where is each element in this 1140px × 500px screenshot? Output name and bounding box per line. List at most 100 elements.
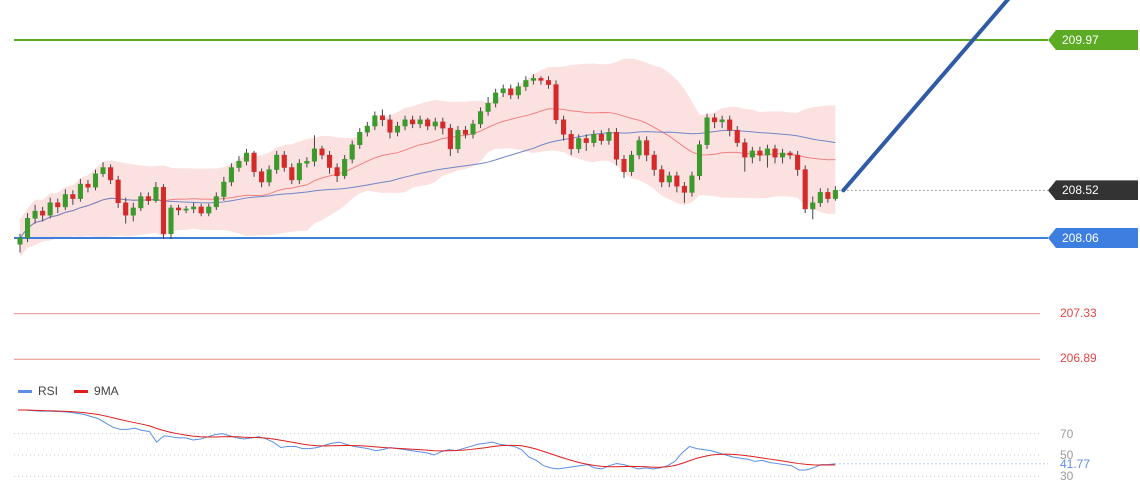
candle-body <box>757 150 763 156</box>
candle <box>274 150 280 174</box>
candle-body <box>583 138 589 143</box>
candle <box>402 115 408 131</box>
candle <box>644 136 650 162</box>
candle <box>425 117 431 131</box>
candle-body <box>651 154 657 170</box>
candle <box>485 97 491 116</box>
candle <box>342 155 348 179</box>
candle <box>92 169 99 191</box>
candle <box>251 150 257 177</box>
candle <box>545 76 552 89</box>
candle-body <box>764 148 771 156</box>
candle <box>712 113 718 129</box>
candle <box>764 144 771 168</box>
candle-body <box>545 80 552 85</box>
candle-body <box>417 119 423 125</box>
candle-body <box>530 78 536 81</box>
candle <box>289 163 295 185</box>
candle <box>100 162 106 177</box>
candle <box>115 175 121 208</box>
candle-body <box>274 154 280 170</box>
candle <box>311 135 317 167</box>
candle-body <box>712 117 718 123</box>
candle-body <box>681 185 687 193</box>
candle <box>825 188 831 203</box>
candle <box>138 192 144 212</box>
rsi-line <box>18 409 836 471</box>
candle-body <box>289 167 295 181</box>
candle <box>213 192 219 211</box>
candle-body <box>629 154 635 172</box>
candle-body <box>266 169 272 183</box>
candle-body <box>553 84 559 121</box>
candle <box>734 126 740 147</box>
candle <box>561 115 567 141</box>
candle <box>538 76 544 85</box>
candle-body <box>327 154 333 168</box>
candle-body <box>568 134 574 150</box>
candle <box>357 128 363 149</box>
candle-body <box>447 127 453 150</box>
candle <box>704 113 710 149</box>
candle <box>493 88 499 108</box>
candle <box>191 202 197 214</box>
candle-body <box>508 88 514 96</box>
candle <box>613 128 620 166</box>
candle-body <box>734 129 740 143</box>
candle-body <box>100 167 106 174</box>
rsi-swatch <box>18 390 32 394</box>
candle-body <box>455 129 461 150</box>
candle-body <box>296 163 302 181</box>
candle <box>742 138 748 172</box>
candle-body <box>160 186 166 235</box>
candle-body <box>198 206 204 214</box>
candle <box>168 204 174 240</box>
candle-body <box>621 158 627 172</box>
candle <box>478 107 484 129</box>
candle <box>787 150 793 160</box>
candle <box>681 182 687 203</box>
candle <box>379 109 385 127</box>
candle-body <box>727 119 733 131</box>
candle-body <box>168 207 174 235</box>
candle <box>327 150 333 174</box>
candle-body <box>115 179 121 204</box>
rsi-tick-label: 50 <box>1060 448 1074 462</box>
candle <box>447 123 453 157</box>
candle-body <box>334 167 340 177</box>
candle-body <box>410 119 416 125</box>
candle <box>130 202 136 222</box>
candle <box>432 117 438 131</box>
candle <box>123 197 129 224</box>
candle-body <box>213 196 219 208</box>
candle-body <box>598 134 604 141</box>
candle <box>696 140 703 180</box>
candle-body <box>478 111 484 125</box>
price-levels <box>14 39 1048 360</box>
candle <box>772 144 778 164</box>
candle-body <box>243 152 250 162</box>
candle <box>802 165 808 214</box>
candle <box>198 203 204 217</box>
candle <box>25 213 31 243</box>
candle <box>440 117 446 135</box>
candle-body <box>379 115 385 121</box>
candle-body <box>561 119 567 135</box>
candle-body <box>92 173 99 188</box>
candle <box>62 189 68 211</box>
candle <box>568 130 574 156</box>
candle-body <box>364 125 370 133</box>
candle-body <box>47 202 53 216</box>
support-level-label: 208.06 <box>1048 228 1138 248</box>
candle <box>364 121 370 137</box>
candle-body <box>613 132 620 160</box>
rsi-tick-label: 30 <box>1060 469 1074 484</box>
candle-body <box>342 158 348 177</box>
candle <box>636 136 642 160</box>
rsi-legend-label: RSI <box>38 384 59 398</box>
candle <box>70 190 76 205</box>
candle <box>349 140 355 164</box>
candle-body <box>810 202 816 210</box>
candle <box>591 130 597 147</box>
candle-body <box>659 169 665 183</box>
